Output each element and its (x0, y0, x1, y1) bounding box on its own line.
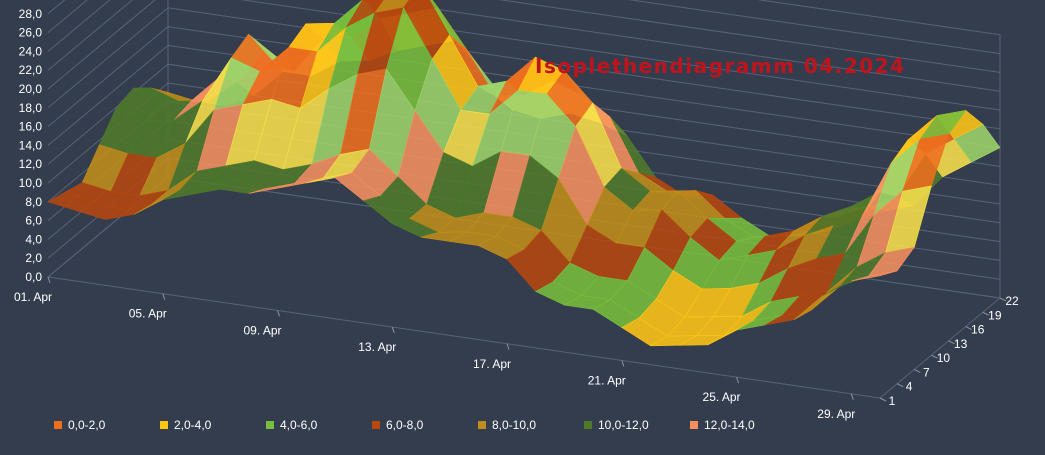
legend: 0,0-2,0 2,0-4,0 4,0-6,0 6,0-8,0 8,0-10,0 10,0… (54, 418, 796, 432)
x-tick-mark (391, 326, 395, 334)
legend-swatch (372, 421, 380, 429)
z-tick-label: 10,0 (19, 176, 43, 190)
legend-label: 2,0-4,0 (174, 418, 212, 432)
z-tick-label: 4,0 (25, 232, 42, 246)
legend-item: 2,0-4,0 (160, 418, 266, 432)
z-tick-label: 16,0 (19, 120, 43, 134)
z-tick-label: 20,0 (19, 82, 43, 96)
gridline-z-12 (47, 0, 1001, 73)
y-tick-mark (965, 326, 972, 331)
surface-layer (47, 0, 1001, 347)
z-tick-label: 8,0 (25, 195, 42, 209)
z-tick-label: 0,0 (25, 270, 42, 284)
surface-cell-28-0 (851, 270, 898, 282)
x-tick-label: 13. Apr (358, 340, 396, 354)
z-tick-label: 26,0 (19, 26, 43, 40)
legend-label: 4,0-6,0 (280, 418, 318, 432)
legend-swatch (690, 421, 698, 429)
x-tick-label: 09. Apr (243, 323, 281, 337)
y-tick-label: 10 (937, 351, 951, 365)
legend-label: 8,0-10,0 (492, 418, 537, 432)
y-tick-label: 4 (906, 380, 913, 394)
z-tick-label: 14,0 (19, 138, 43, 152)
legend-item: 8,0-10,0 (478, 418, 584, 432)
legend-swatch (266, 421, 274, 429)
x-tick-label: 17. Apr (473, 357, 511, 371)
y-tick-mark (914, 368, 921, 373)
x-tick-mark (162, 293, 166, 300)
x-tick-mark (47, 276, 51, 284)
z-tick-label: 28,0 (19, 7, 43, 21)
axis-layer: 0,0 2,0 4,0 6,0 8,0 10,0 12,0 14,0 16,0 18,0 20,0 2… (14, 7, 1019, 421)
legend-item: 4,0-6,0 (266, 418, 372, 432)
legend-label: 12,0-14,0 (704, 418, 755, 432)
legend-item: 12,0-14,0 (690, 418, 796, 432)
legend-swatch (54, 421, 62, 429)
legend-label: 10,0-12,0 (598, 418, 649, 432)
gridline-z-13 (47, 0, 1001, 55)
x-tick-label: 21. Apr (588, 373, 626, 387)
x-tick-mark (506, 343, 510, 350)
z-tick-label: 12,0 (19, 157, 43, 171)
gridline-z-10 (47, 0, 1001, 111)
legend-swatch (160, 421, 168, 429)
x-tick-label: 29. Apr (817, 407, 855, 421)
y-tick-mark (948, 340, 955, 345)
y-tick-label: 13 (954, 337, 968, 351)
gridline-z-11 (47, 0, 1001, 92)
legend-swatch (584, 421, 592, 429)
y-tick-label: 19 (988, 308, 1002, 322)
z-tick-label: 18,0 (19, 101, 43, 115)
legend-swatch (478, 421, 486, 429)
legend-item: 0,0-2,0 (54, 418, 160, 432)
z-tick-label: 2,0 (25, 251, 42, 265)
x-tick-label: 05. Apr (129, 307, 167, 321)
x-tick-label: 25. Apr (703, 390, 741, 404)
legend-item: 6,0-8,0 (372, 418, 478, 432)
x-tick-mark (621, 360, 625, 367)
y-tick-mark (931, 354, 938, 359)
y-tick-mark (982, 311, 990, 316)
x-tick-mark (277, 310, 280, 317)
y-tick-mark (999, 297, 1007, 302)
y-tick-label: 1 (889, 394, 896, 408)
z-tick-label: 22,0 (19, 63, 43, 77)
x-tick-mark (736, 376, 740, 384)
y-tick-label: 16 (971, 323, 985, 337)
y-tick-label: 7 (923, 365, 930, 379)
y-tick-mark (879, 397, 887, 402)
legend-label: 6,0-8,0 (386, 418, 424, 432)
chart-title: Isoplethendiagramm 04.2024 (535, 54, 906, 78)
y-tick-mark (896, 383, 904, 388)
x-tick-mark (850, 393, 854, 400)
legend-item: 10,0-12,0 (584, 418, 690, 432)
x-tick-label: 01. Apr (14, 290, 52, 304)
z-tick-label: 6,0 (25, 214, 42, 228)
y-tick-label: 22 (1005, 294, 1019, 308)
legend-label: 0,0-2,0 (68, 418, 106, 432)
z-tick-label: 24,0 (19, 44, 43, 58)
